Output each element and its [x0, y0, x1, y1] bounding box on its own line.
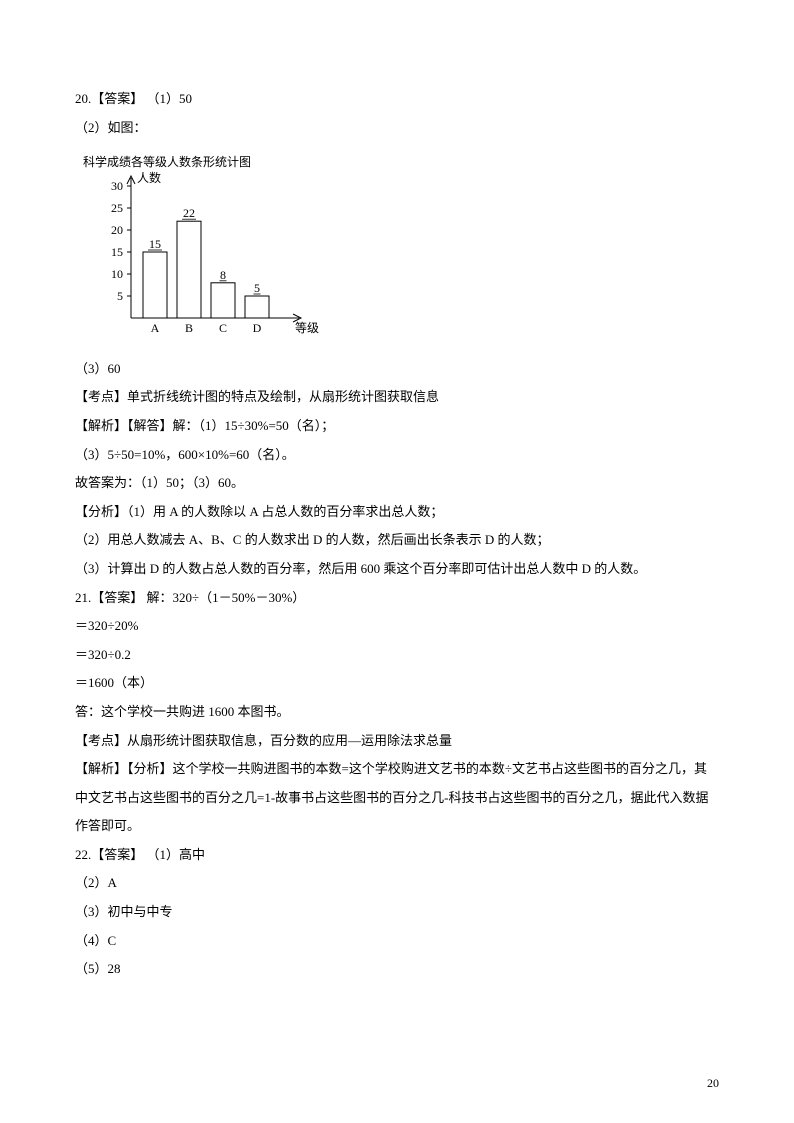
- q20-fenxi-2: （2）用总人数减去 A、B、C 的人数求出 D 的人数，然后画出长条表示 D 的…: [75, 526, 719, 555]
- q22-answer-5: （5）28: [75, 955, 719, 984]
- q20-jiexi-2: （3）5÷50=10%，600×10%=60（名）。: [75, 441, 719, 470]
- q21-fenxi: 【解析】【分析】这个学校一共购进图书的本数=这个学校购进文艺书的本数÷文艺书占这…: [75, 755, 719, 841]
- q20-answer-1: 20.【答案】 （1）50: [75, 85, 719, 114]
- q20-part2-label: （2）如图：: [75, 114, 719, 143]
- q21-answer: 21.【答案】 解：320÷（1－50%－30%）: [75, 584, 719, 613]
- svg-text:科学成绩各等级人数条形统计图: 科学成绩各等级人数条形统计图: [83, 154, 251, 169]
- q20-fenxi-1: 【分析】（1）用 A 的人数除以 A 占总人数的百分率求出总人数；: [75, 498, 719, 527]
- svg-text:人数: 人数: [137, 170, 161, 185]
- svg-text:5: 5: [117, 289, 123, 303]
- q21-step2: ＝320÷0.2: [75, 641, 719, 670]
- svg-text:B: B: [185, 321, 193, 335]
- q21-kaodian: 【考点】从扇形统计图获取信息，百分数的应用—运用除法求总量: [75, 727, 719, 756]
- svg-text:10: 10: [111, 267, 123, 281]
- q22-answer-1: 22.【答案】 （1）高中: [75, 841, 719, 870]
- svg-text:8: 8: [220, 268, 226, 282]
- svg-text:等级: 等级: [295, 321, 319, 335]
- svg-text:20: 20: [111, 223, 123, 237]
- svg-text:5: 5: [254, 281, 260, 295]
- q22-answer-3: （3）初中与中专: [75, 898, 719, 927]
- bar-chart: 科学成绩各等级人数条形统计图人数 5 10 15 20 25 30 15 A 22 B 8 C 5 D 等级: [75, 148, 719, 349]
- q21-step3: ＝1600（本）: [75, 669, 719, 698]
- svg-text:30: 30: [111, 179, 123, 193]
- q21-step1: ＝320÷20%: [75, 612, 719, 641]
- svg-text:D: D: [253, 321, 262, 335]
- q20-jiexi-1: 【解析】【解答】解：（1）15÷30%=50（名）；: [75, 412, 719, 441]
- q21-da: 答：这个学校一共购进 1600 本图书。: [75, 698, 719, 727]
- q20-gudaan: 故答案为：（1）50；（3）60。: [75, 469, 719, 498]
- svg-text:22: 22: [183, 206, 195, 220]
- q20-fenxi-3: （3）计算出 D 的人数占总人数的百分率，然后用 600 乘这个百分率即可估计出…: [75, 555, 719, 584]
- q20-part3: （3）60: [75, 355, 719, 384]
- page-number: 20: [707, 1076, 719, 1091]
- bar-chart-svg: 科学成绩各等级人数条形统计图人数 5 10 15 20 25 30 15 A 22 B 8 C 5 D 等级: [75, 148, 345, 338]
- q22-answer-2: （2）A: [75, 869, 719, 898]
- q22-answer-4: （4）C: [75, 927, 719, 956]
- svg-text:15: 15: [149, 237, 161, 251]
- q20-kaodian: 【考点】单式折线统计图的特点及绘制，从扇形统计图获取信息: [75, 383, 719, 412]
- svg-text:A: A: [151, 321, 160, 335]
- svg-text:C: C: [219, 321, 227, 335]
- svg-text:25: 25: [111, 201, 123, 215]
- svg-text:15: 15: [111, 245, 123, 259]
